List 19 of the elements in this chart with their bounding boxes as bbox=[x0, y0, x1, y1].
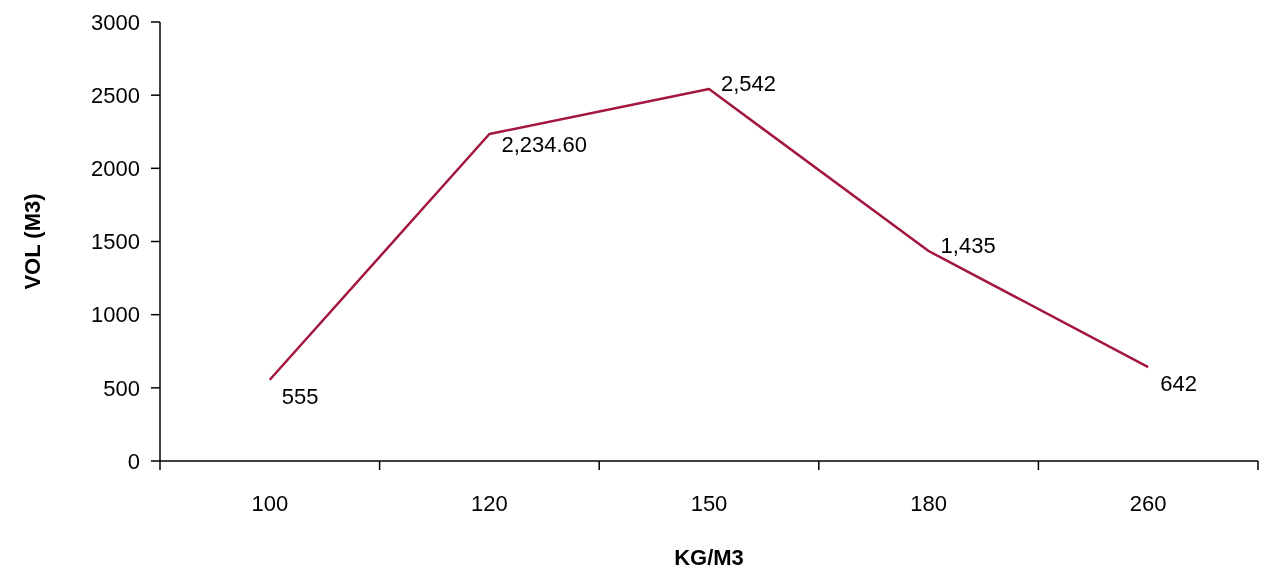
y-tick-label: 3000 bbox=[91, 9, 140, 35]
y-tick-label: 500 bbox=[103, 375, 140, 401]
x-tick-label: 100 bbox=[251, 491, 289, 516]
x-tick-label: 120 bbox=[471, 491, 508, 516]
y-axis-title: VOL (M3) bbox=[20, 193, 45, 290]
x-tick-label: 150 bbox=[690, 491, 728, 516]
x-tick-label: 180 bbox=[910, 491, 947, 516]
y-tick-label: 2500 bbox=[91, 82, 140, 108]
data-label: 555 bbox=[281, 383, 319, 409]
data-label: 2,542 bbox=[721, 71, 777, 97]
data-label: 1,435 bbox=[940, 233, 996, 259]
data-label: 642 bbox=[1160, 371, 1197, 397]
x-axis-title: KG/M3 bbox=[674, 545, 744, 570]
x-tick-label: 260 bbox=[1129, 491, 1167, 516]
y-tick-label: 2000 bbox=[91, 156, 140, 182]
y-tick-label: 0 bbox=[127, 448, 140, 474]
y-tick-label: 1500 bbox=[91, 229, 140, 255]
y-tick-label: 1000 bbox=[91, 302, 140, 328]
data-label: 2,234.60 bbox=[501, 132, 588, 157]
